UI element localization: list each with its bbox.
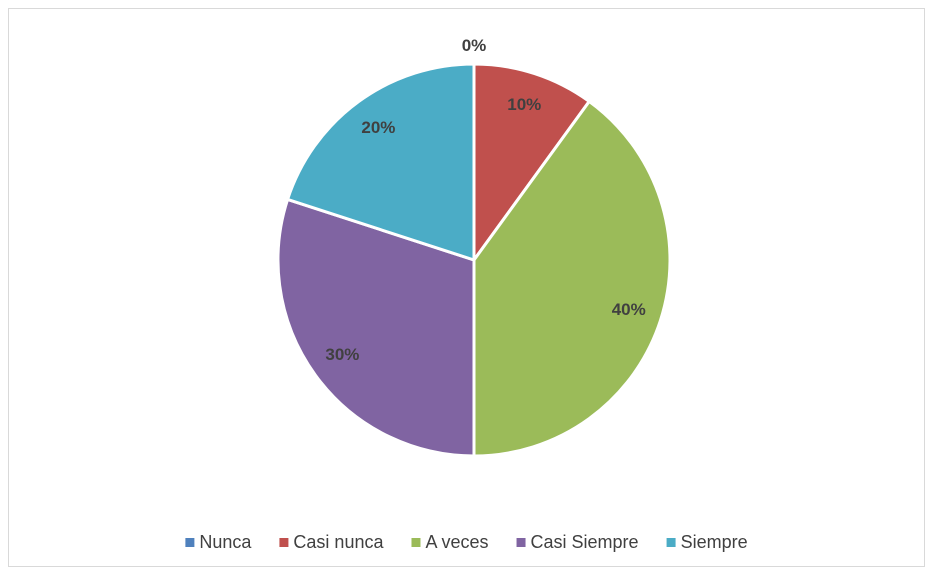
legend-marker [185,538,195,547]
data-label: 10% [507,95,541,114]
data-label: 0% [462,36,487,55]
pie-slice [285,62,476,263]
pie-slice [472,62,592,265]
legend-label: Nunca [199,532,252,552]
pie-slice [276,197,476,458]
legend-label: Casi nunca [293,532,384,552]
legend-marker [516,538,526,547]
data-label: 40% [612,300,646,319]
data-label: 30% [325,345,359,364]
pie-slice [472,99,672,458]
legend: Nunca Casi nunca A veces Casi Siempre Siempr… [185,532,748,552]
data-label: 20% [361,118,395,137]
legend-marker [411,538,421,547]
legend-label: Casi Siempre [531,532,639,552]
legend-label: Siempre [681,532,748,552]
legend-marker [666,538,676,547]
legend-marker [279,538,289,547]
legend-label: A veces [425,532,488,552]
